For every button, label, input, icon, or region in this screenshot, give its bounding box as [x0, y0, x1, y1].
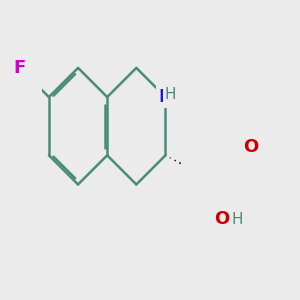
- Text: OH: OH: [214, 210, 245, 228]
- Text: N: N: [158, 88, 173, 106]
- Text: H: H: [231, 212, 243, 227]
- Text: H: H: [164, 87, 176, 102]
- Text: F: F: [14, 59, 26, 77]
- Text: O: O: [243, 138, 258, 156]
